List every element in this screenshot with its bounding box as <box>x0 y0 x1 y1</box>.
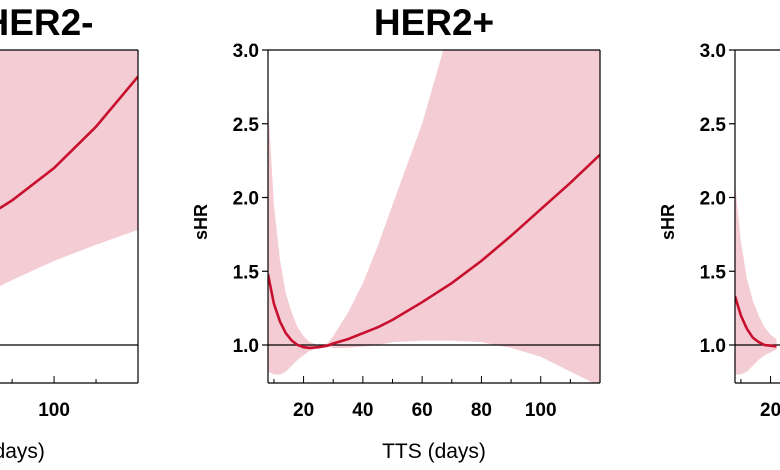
confidence-band <box>268 50 600 383</box>
shr-curve <box>735 295 777 348</box>
x-tick-label: 80 <box>471 400 492 421</box>
y-axis-label: sHR <box>191 204 211 240</box>
y-tick-label: 3.0 <box>233 41 259 62</box>
plot-area <box>268 50 600 383</box>
x-tick-label: 100 <box>525 400 557 421</box>
y-tick-label: 1.5 <box>233 262 260 283</box>
confidence-band <box>0 50 138 287</box>
x-tick-label: 100 <box>38 400 70 421</box>
x-tick-label: 60 <box>412 400 433 421</box>
y-tick-label: 3.0 <box>700 41 726 62</box>
y-axis-label: sHR <box>658 204 678 240</box>
x-axis-label: TTS (days) <box>0 440 45 463</box>
shr-curve <box>0 75 138 210</box>
panel-title: HER2+ <box>374 2 494 43</box>
y-tick-label: 2.0 <box>233 189 259 210</box>
y-tick-label: 1.5 <box>700 262 727 283</box>
x-axis-label: TTS (days) <box>382 440 486 463</box>
y-tick-label: 2.5 <box>700 115 727 136</box>
y-tick-label: 2.5 <box>233 115 260 136</box>
plot-area <box>735 182 780 375</box>
x-tick-label: 40 <box>352 400 373 421</box>
x-tick-label: 20 <box>293 400 314 421</box>
y-tick-label: 2.0 <box>700 189 726 210</box>
shr-curve <box>268 153 600 350</box>
chart-panel: 3.0 2.5 2.0 1.5 1.0 20 40 60 80 100 HER2+ sHR TTS (d… <box>191 2 601 463</box>
chart-panel: 3.0 2.5 2.0 1.5 1.0 20 sHR <box>658 41 780 421</box>
x-tick-label: 20 <box>760 400 780 421</box>
plot-area <box>0 50 138 346</box>
y-tick-label: 1.0 <box>233 336 259 357</box>
panel-title: HER2- <box>0 2 94 43</box>
y-tick-label: 1.0 <box>700 336 726 357</box>
